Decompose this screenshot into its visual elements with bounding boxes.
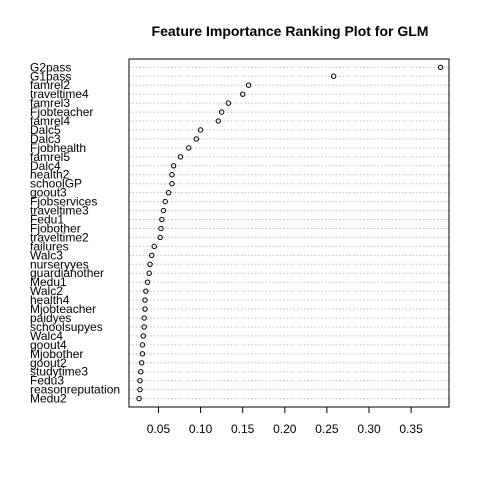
feature-label: Walc4 bbox=[30, 329, 63, 343]
feature-label: traveltime2 bbox=[30, 230, 89, 244]
feature-label: Medu1 bbox=[30, 275, 67, 289]
feature-label: guardianother bbox=[30, 266, 104, 280]
feature-label: Fedu1 bbox=[30, 213, 64, 227]
feature-label: Fjobother bbox=[30, 221, 81, 235]
chart-title: Feature Importance Ranking Plot for GLM bbox=[152, 23, 429, 39]
feature-label: famrel2 bbox=[30, 78, 70, 92]
data-point bbox=[160, 207, 167, 214]
data-point bbox=[225, 100, 232, 106]
x-axis: 0.05 0.10 0.15 0.20 0.25 0.30 0.35 bbox=[147, 407, 423, 436]
feature-label: nurseryyes bbox=[30, 257, 89, 271]
data-point bbox=[147, 261, 153, 267]
data-point bbox=[146, 270, 152, 276]
feature-label: paidyes bbox=[30, 311, 71, 325]
feature-label: Dalc5 bbox=[30, 123, 61, 137]
data-point bbox=[169, 181, 175, 187]
data-point bbox=[165, 189, 172, 196]
feature-label: Mjobteacher bbox=[30, 302, 96, 316]
data-point bbox=[137, 386, 143, 393]
data-point bbox=[142, 297, 148, 303]
feature-label: Medu2 bbox=[30, 392, 67, 406]
feature-label: goout3 bbox=[30, 186, 67, 200]
data-points bbox=[136, 64, 444, 402]
data-point bbox=[149, 252, 155, 259]
feature-labels: G2passG1passfamrel2traveltime4famrel3Fjo… bbox=[30, 60, 120, 405]
feature-label: Fjobhealth bbox=[30, 141, 86, 155]
grid-lines bbox=[129, 66, 449, 400]
data-point bbox=[137, 377, 143, 384]
x-tick-label: 0.10 bbox=[189, 422, 213, 436]
data-point bbox=[151, 243, 157, 250]
feature-label: Walc3 bbox=[30, 248, 63, 262]
feature-label: studytime3 bbox=[30, 365, 88, 379]
data-point bbox=[215, 118, 221, 124]
data-point bbox=[141, 315, 147, 321]
data-point bbox=[142, 306, 148, 312]
feature-label: goout2 bbox=[30, 356, 67, 370]
feature-label: failures bbox=[30, 239, 69, 253]
feature-label: Mjobother bbox=[30, 347, 83, 361]
data-point bbox=[138, 369, 144, 375]
data-point bbox=[186, 145, 192, 151]
data-point bbox=[239, 91, 246, 97]
x-tick-label: 0.20 bbox=[273, 422, 297, 436]
feature-label: famrel5 bbox=[30, 150, 70, 164]
feature-label: Dalc3 bbox=[30, 132, 61, 146]
x-tick-label: 0.35 bbox=[399, 422, 423, 436]
data-point bbox=[144, 279, 151, 285]
feature-label: traveltime4 bbox=[30, 87, 89, 101]
data-point bbox=[193, 136, 200, 142]
data-point bbox=[245, 82, 252, 88]
feature-label: famrel4 bbox=[30, 114, 70, 128]
data-point bbox=[330, 73, 337, 79]
data-point bbox=[139, 351, 146, 357]
data-point bbox=[136, 395, 142, 402]
data-point bbox=[159, 216, 165, 223]
feature-label: health2 bbox=[30, 168, 70, 182]
feature-label: schoolsupyes bbox=[30, 320, 103, 334]
data-point bbox=[218, 109, 225, 115]
data-point bbox=[170, 163, 177, 169]
data-point bbox=[157, 234, 163, 241]
feature-label: Walc2 bbox=[30, 284, 63, 298]
data-point bbox=[169, 172, 175, 178]
x-tick-label: 0.15 bbox=[231, 422, 255, 436]
x-tick-label: 0.25 bbox=[315, 422, 339, 436]
plot-frame bbox=[128, 58, 450, 408]
data-point bbox=[138, 360, 145, 366]
feature-label: Dalc4 bbox=[30, 159, 61, 173]
feature-label: G2pass bbox=[30, 60, 71, 74]
x-tick-label: 0.30 bbox=[357, 422, 381, 436]
feature-label: G1pass bbox=[30, 69, 71, 83]
data-point bbox=[141, 324, 147, 330]
feature-label: reasonreputation bbox=[30, 383, 120, 397]
data-point bbox=[143, 288, 149, 294]
x-tick-label: 0.05 bbox=[147, 422, 171, 436]
feature-label: Fjobservices bbox=[30, 195, 97, 209]
feature-label: health4 bbox=[30, 293, 70, 307]
feature-label: famrel3 bbox=[30, 96, 70, 110]
feature-label: Fedu3 bbox=[30, 374, 64, 388]
data-point bbox=[158, 225, 164, 232]
feature-label: Fjobteacher bbox=[30, 105, 93, 119]
data-point bbox=[139, 342, 146, 348]
feature-label: goout4 bbox=[30, 338, 67, 352]
feature-label: traveltime3 bbox=[30, 204, 89, 218]
data-point bbox=[177, 154, 184, 160]
data-point bbox=[197, 127, 204, 133]
data-point bbox=[140, 333, 147, 339]
data-point bbox=[162, 198, 168, 205]
feature-label: schoolGP bbox=[30, 177, 82, 191]
data-point bbox=[437, 64, 444, 71]
